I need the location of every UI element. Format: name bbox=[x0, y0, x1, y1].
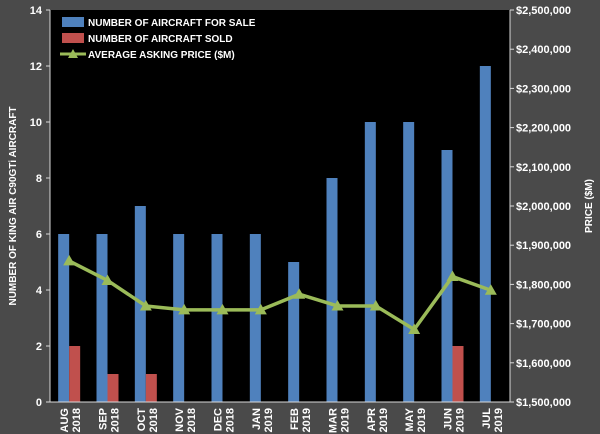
asking-price-point-8 bbox=[369, 299, 382, 311]
right-tick-label: $2,400,000 bbox=[516, 44, 571, 56]
for-sale-bar-8 bbox=[364, 122, 376, 402]
axes-layer: 0 2 4 6 8 10 12 14 $1,500,000 $1,600,000 $1,700,00… bbox=[8, 5, 595, 433]
x-tick-month: OCT bbox=[136, 408, 148, 432]
asking-price-point-3 bbox=[178, 303, 191, 315]
x-tick-year: 2019 bbox=[455, 408, 467, 432]
left-tick-label: 2 bbox=[36, 341, 42, 353]
right-tick-label: $2,100,000 bbox=[516, 162, 571, 174]
legend-swatch-marker bbox=[68, 49, 78, 58]
left-axis-title: NUMBER OF KING AIR C90GTi AIRCRAFT bbox=[8, 106, 19, 305]
sold-bar-0 bbox=[69, 346, 81, 402]
left-tick-label: 0 bbox=[36, 397, 42, 409]
legend-label: NUMBER OF AIRCRAFT SOLD bbox=[88, 34, 233, 45]
sold-bar-10 bbox=[452, 346, 464, 402]
x-tick-year: 2018 bbox=[148, 408, 160, 432]
asking-price-point-1 bbox=[101, 274, 114, 285]
x-tick-month: JUL bbox=[481, 408, 493, 429]
right-tick-label: $1,900,000 bbox=[516, 240, 571, 252]
x-tick-month: MAY bbox=[404, 407, 416, 431]
x-tick-year: 2018 bbox=[186, 408, 198, 432]
legend-swatch bbox=[62, 17, 84, 27]
right-tick-label: $1,600,000 bbox=[516, 358, 571, 370]
asking-price-line bbox=[68, 259, 492, 332]
x-tick-year: 2018 bbox=[225, 408, 237, 432]
left-tick-label: 10 bbox=[30, 117, 42, 129]
for-sale-bar-6 bbox=[288, 262, 300, 402]
line-layer bbox=[63, 254, 497, 334]
x-tick-year: 2019 bbox=[378, 408, 390, 432]
asking-price-point-6 bbox=[293, 288, 306, 299]
left-tick-label: 12 bbox=[30, 61, 42, 73]
right-tick-label: $2,500,000 bbox=[516, 5, 571, 17]
asking-price-point-10 bbox=[446, 270, 459, 282]
x-tick-year: 2019 bbox=[263, 408, 275, 432]
x-tick-month: APR bbox=[366, 408, 378, 431]
sold-bar-1 bbox=[107, 374, 119, 402]
asking-price-point-9 bbox=[408, 323, 421, 334]
x-tick-month: JAN bbox=[251, 408, 263, 430]
right-axis-title: PRICE ($M) bbox=[584, 179, 595, 233]
left-tick-label: 14 bbox=[30, 5, 43, 17]
x-tick-month: FEB bbox=[289, 408, 301, 430]
for-sale-bar-0 bbox=[58, 234, 70, 402]
x-tick-year: 2018 bbox=[110, 408, 122, 432]
legend-swatch bbox=[62, 33, 84, 43]
x-tick-month: NOV bbox=[174, 407, 186, 432]
for-sale-bar-5 bbox=[249, 234, 261, 402]
asking-price-point-4 bbox=[216, 303, 229, 315]
for-sale-bar-9 bbox=[403, 122, 415, 402]
for-sale-bar-3 bbox=[173, 234, 185, 402]
x-tick-month: DEC bbox=[213, 408, 225, 431]
x-tick-year: 2019 bbox=[340, 408, 352, 432]
left-tick-label: 4 bbox=[36, 285, 43, 297]
for-sale-bar-11 bbox=[479, 66, 491, 402]
asking-price-point-2 bbox=[139, 299, 152, 311]
asking-price-point-7 bbox=[331, 299, 344, 311]
x-tick-year: 2018 bbox=[71, 408, 83, 432]
x-tick-year: 2019 bbox=[301, 408, 313, 432]
x-tick-year: 2019 bbox=[416, 408, 428, 432]
x-tick-month: MAR bbox=[328, 408, 340, 433]
right-tick-label: $1,500,000 bbox=[516, 397, 571, 409]
right-tick-label: $1,700,000 bbox=[516, 319, 571, 331]
for-sale-bar-7 bbox=[326, 178, 338, 402]
right-tick-label: $2,200,000 bbox=[516, 123, 571, 135]
x-tick-month: SEP bbox=[98, 408, 110, 430]
for-sale-bar-10 bbox=[441, 150, 453, 402]
right-tick-label: $2,300,000 bbox=[516, 83, 571, 95]
x-tick-month: AUG bbox=[59, 408, 71, 432]
legend: NUMBER OF AIRCRAFT FOR SALE NUMBER OF AIR… bbox=[55, 11, 256, 63]
right-tick-label: $2,000,000 bbox=[516, 201, 571, 213]
asking-price-point-11 bbox=[484, 284, 497, 295]
left-tick-label: 6 bbox=[36, 229, 42, 241]
for-sale-bar-4 bbox=[211, 234, 223, 402]
legend-label: AVERAGE ASKING PRICE ($M) bbox=[88, 50, 235, 61]
right-tick-label: $1,800,000 bbox=[516, 279, 571, 291]
asking-price-point-5 bbox=[254, 303, 267, 315]
asking-price-point-0 bbox=[63, 254, 76, 266]
plot-area bbox=[50, 10, 510, 402]
sold-bar-2 bbox=[145, 374, 157, 402]
left-tick-label: 8 bbox=[36, 173, 42, 185]
legend-label: NUMBER OF AIRCRAFT FOR SALE bbox=[88, 18, 256, 29]
x-tick-year: 2019 bbox=[493, 408, 505, 432]
for-sale-bar-1 bbox=[96, 234, 108, 402]
x-tick-month: JUN bbox=[443, 408, 455, 430]
